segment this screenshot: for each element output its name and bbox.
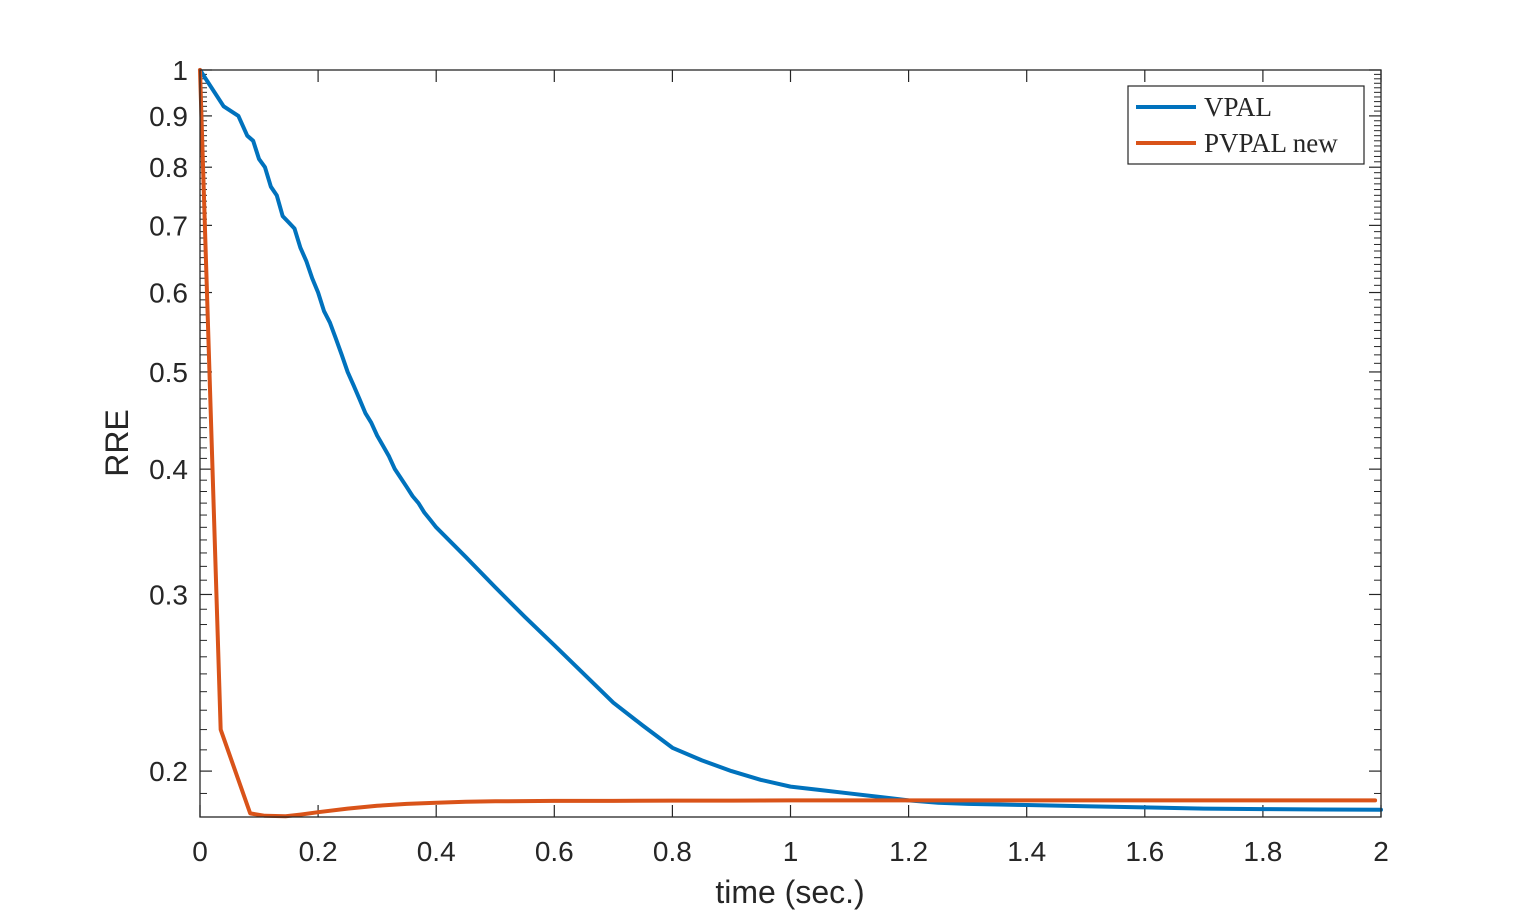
y-tick-label: 1 xyxy=(172,55,188,86)
y-tick-label: 0.3 xyxy=(149,579,188,610)
x-tick-label: 0.6 xyxy=(535,836,574,867)
x-tick-label: 1 xyxy=(783,836,799,867)
legend-label-vpal: VPAL xyxy=(1204,92,1272,122)
x-tick-label: 2 xyxy=(1373,836,1389,867)
y-tick-label: 0.5 xyxy=(149,357,188,388)
legend-box xyxy=(1127,85,1365,165)
y-tick-label: 0.8 xyxy=(149,152,188,183)
series-layer xyxy=(198,68,1383,819)
y-tick-label: 0.7 xyxy=(149,210,188,241)
y-axis-label: RRE xyxy=(99,409,135,477)
x-tick-label: 1.8 xyxy=(1243,836,1282,867)
x-tick-label: 0.8 xyxy=(653,836,692,867)
x-tick-label: 0.4 xyxy=(417,836,456,867)
x-tick-label: 1.6 xyxy=(1125,836,1164,867)
series-line-pvpal-new xyxy=(198,68,1378,819)
legend: VPAL PVPAL new xyxy=(1127,85,1365,165)
x-tick-label: 0 xyxy=(192,836,208,867)
x-tick-label: 0.2 xyxy=(299,836,338,867)
x-tick-label: 1.4 xyxy=(1007,836,1046,867)
x-tick-label: 1.2 xyxy=(889,836,928,867)
legend-label-pvpal-new: PVPAL new xyxy=(1204,128,1338,158)
plot-area-frame xyxy=(199,69,1382,818)
y-tick-label: 0.9 xyxy=(149,101,188,132)
x-axis-label: time (sec.) xyxy=(715,874,864,910)
y-tick-label: 0.2 xyxy=(149,756,188,787)
y-tick-label: 0.4 xyxy=(149,454,188,485)
tick-labels: 0 0.2 0.4 0.6 0.8 1 1.2 1.4 1.6 1.8 2 0.2 0.3 0.4 0.5 0… xyxy=(149,55,1389,867)
series-line-vpal xyxy=(198,68,1383,812)
y-tick-label: 0.6 xyxy=(149,278,188,309)
